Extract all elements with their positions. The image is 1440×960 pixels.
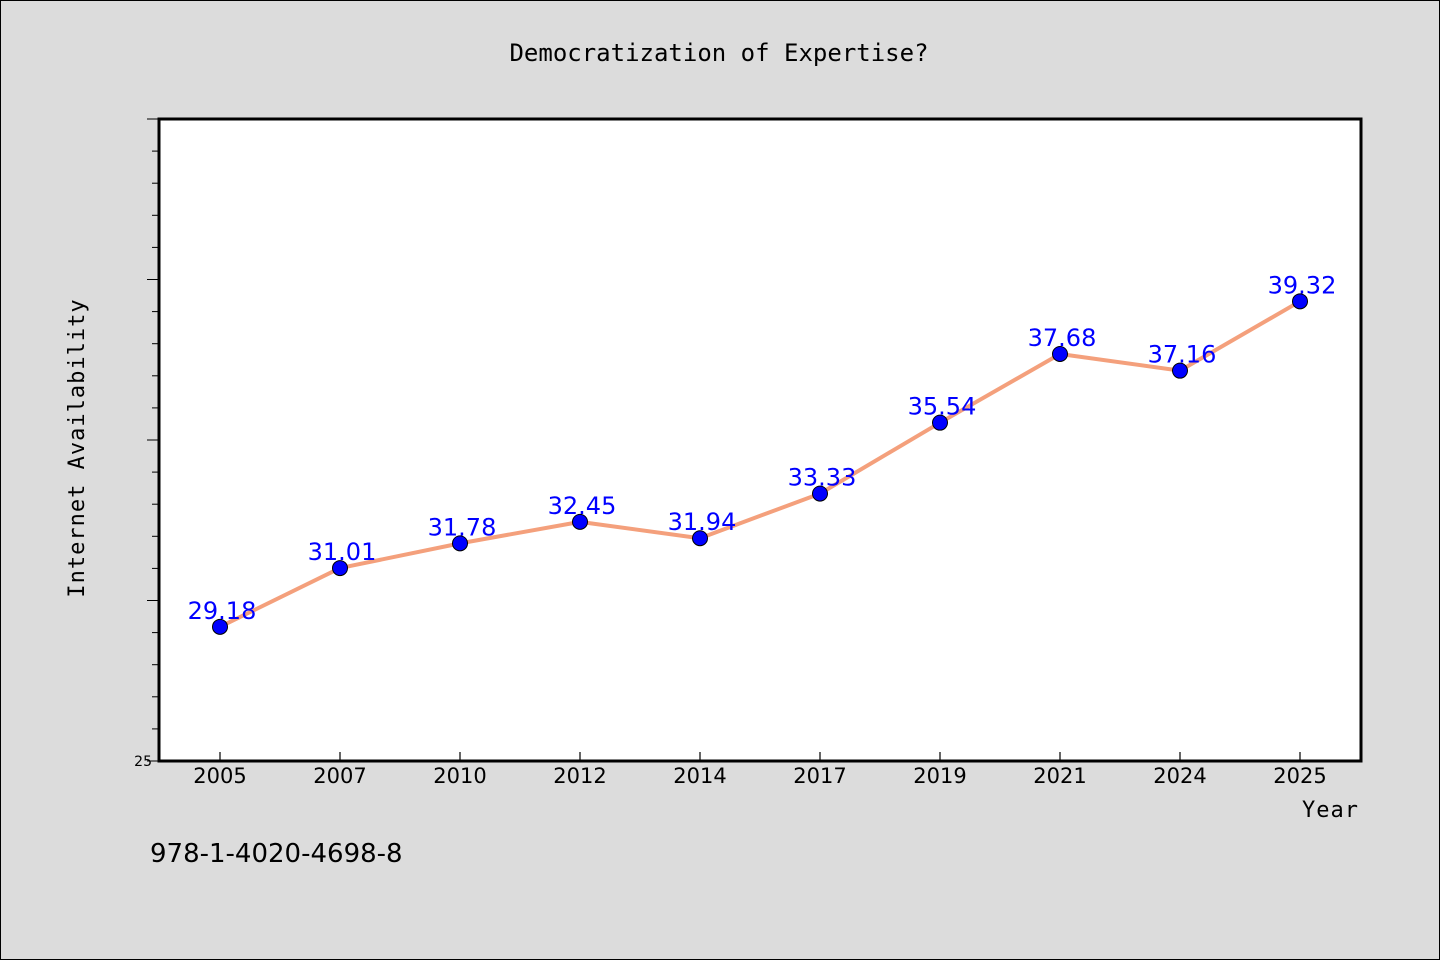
y-axis-ticks [147,118,159,762]
chart-title: Democratization of Expertise? [509,39,928,67]
plot-area [157,117,1363,763]
x-tick-label: 2021 [1033,764,1086,788]
data-point [212,618,228,635]
data-series: 29.1831.0131.7832.4531.9433.3335.5437.68… [188,271,1336,635]
x-tick-label: 2007 [313,764,366,788]
isbn-footer: 978-1-4020-4698-8 [150,839,403,869]
x-axis-label: Year [1302,798,1359,823]
data-point [332,560,348,577]
data-point [1292,293,1308,310]
x-tick-label: 2025 [1273,764,1326,788]
data-point [812,485,828,502]
y-axis-label: Internet Availability [65,298,90,597]
data-point [572,513,588,530]
x-tick-label: 2014 [673,764,726,788]
x-tick-label: 2017 [793,764,846,788]
x-tick-label: 2019 [913,764,966,788]
data-point [452,535,468,552]
x-tick-label: 2012 [553,764,606,788]
x-tick-label: 2024 [1153,764,1206,788]
data-point [692,530,708,547]
y-tick-label: 25 [134,754,152,770]
data-point [1052,345,1068,362]
x-tick-label: 2010 [433,764,486,788]
x-tick-label: 2005 [193,764,246,788]
series-line [218,299,1302,629]
x-axis: 2005 2007 2010 2012 2014 2017 2019 2021 2024 2025 [193,752,1327,788]
data-point [1172,362,1188,379]
data-point [932,414,948,431]
